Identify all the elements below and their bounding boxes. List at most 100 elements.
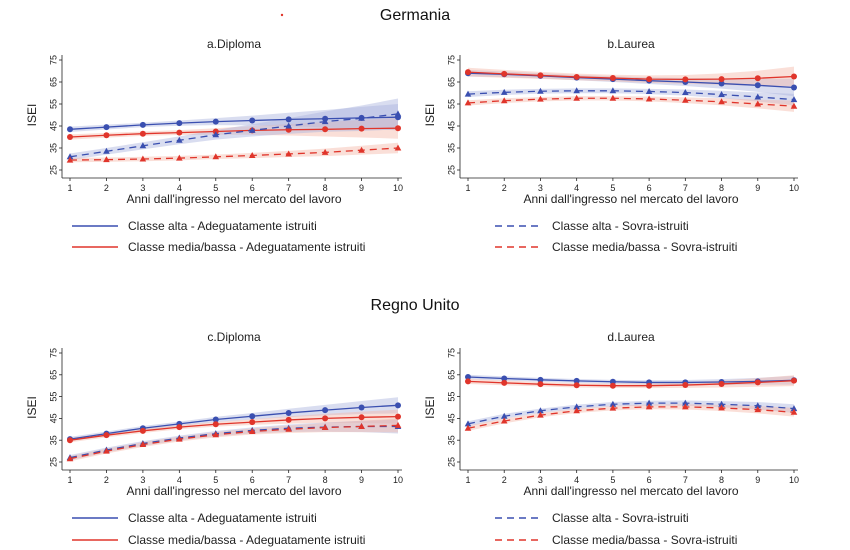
x-tick-label: 5 [213,183,218,193]
x-tick-label: 1 [67,183,72,193]
data-point [465,378,471,385]
data-point [537,407,544,414]
data-point [501,70,508,77]
legend-label: Classe alta - Sovra-istruiti [552,219,689,233]
data-point [358,146,365,153]
data-point [501,379,508,386]
data-point [67,134,73,140]
data-point [285,116,292,123]
ci-band [468,400,794,427]
data-point [500,417,508,424]
data-point [537,72,544,79]
data-point [718,404,725,411]
data-point [790,408,798,415]
series-line [467,90,795,101]
x-tick-label: 8 [323,183,328,193]
data-point [212,118,219,125]
x-axis-label: Anni dall'ingresso nel mercato del lavor… [523,192,738,206]
data-point [139,427,146,434]
x-axis-label: Anni dall'ingresso nel mercato del lavor… [126,484,341,498]
x-tick-label: 3 [538,183,543,193]
data-point [139,441,147,448]
data-point [537,87,544,94]
data-point [791,73,797,80]
x-tick-label: 10 [789,475,799,485]
legend-regno-unito: Classe alta - Adeguatamente istruiti Cla… [72,511,737,547]
data-point [395,402,401,409]
series-line [467,97,795,107]
y-axis-label: ISEI [423,396,437,419]
x-tick-label: 6 [250,475,255,485]
data-point [285,150,292,157]
x-tick-label: 10 [393,183,403,193]
y-tick-label: 35 [48,143,58,153]
x-tick-label: 2 [104,475,109,485]
data-point [754,406,762,413]
data-point [285,425,292,432]
legend-germania: Classe alta - Adeguatamente istruiti Cla… [72,219,737,254]
y-axis-label: ISEI [423,104,437,127]
data-point [395,125,401,132]
data-point [394,421,402,428]
x-tick-label: 4 [574,475,579,485]
x-tick-label: 8 [323,475,328,485]
x-tick-label: 1 [465,475,470,485]
y-tick-label: 25 [446,457,456,467]
data-point [537,381,544,388]
data-point [66,156,74,163]
data-point [501,375,508,382]
data-point [176,435,183,442]
data-point [609,87,617,94]
ci-band [468,66,794,87]
x-tick-label: 4 [177,475,182,485]
y-tick-label: 55 [48,392,58,402]
data-point [103,156,110,163]
series-line [467,71,795,81]
data-point [67,126,73,133]
data-point [500,88,508,95]
x-tick-label: 6 [647,183,652,193]
y-tick-label: 25 [48,165,58,175]
data-point [754,402,762,409]
data-point [718,400,725,407]
x-tick-label: 4 [177,183,182,193]
data-point [464,99,472,106]
data-point [103,132,110,139]
x-tick-label: 9 [755,183,760,193]
data-point [500,412,508,419]
data-point [176,129,183,136]
data-point [464,420,472,427]
data-point [573,407,580,414]
data-point [285,122,292,129]
data-point [176,136,183,143]
data-point [66,455,74,462]
y-tick-label: 55 [446,392,456,402]
ci-band [468,88,794,106]
ci-band [70,142,398,163]
data-point [573,382,580,389]
data-point [358,404,365,411]
data-point [609,400,617,407]
ci-band [70,397,398,442]
data-point [358,114,365,121]
y-tick-label: 35 [446,435,456,445]
data-point [103,147,110,154]
data-point [718,380,725,387]
legend-label: Classe media/bassa - Sovra-istruiti [552,533,737,547]
data-point [395,413,401,420]
data-point [609,404,617,411]
data-point [754,82,761,89]
x-tick-label: 3 [140,475,145,485]
x-axis-label: Anni dall'ingresso nel mercato del lavor… [523,484,738,498]
data-point [682,403,689,410]
data-point [322,407,329,414]
data-point [464,90,472,97]
data-point [321,118,329,125]
data-point [394,110,402,117]
data-point [500,97,508,104]
ci-band [70,409,398,443]
data-point [646,76,653,83]
data-point [790,96,798,103]
y-tick-label: 35 [48,435,58,445]
